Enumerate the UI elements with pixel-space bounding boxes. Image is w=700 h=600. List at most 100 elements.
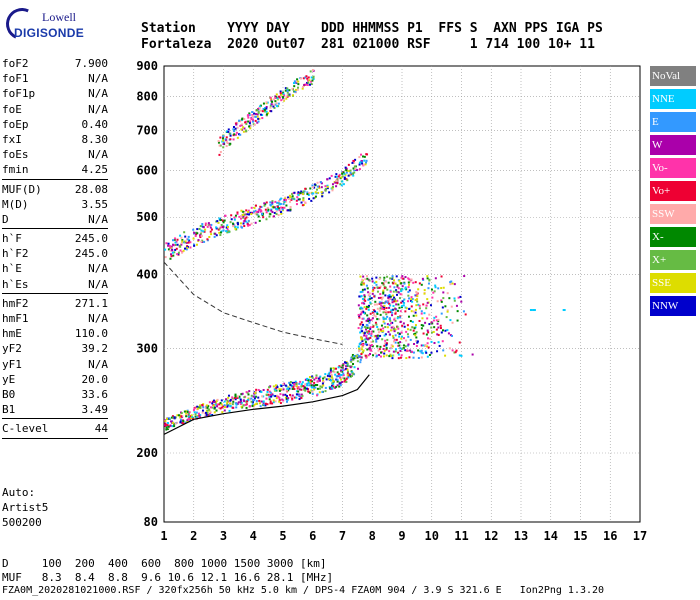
echo-point <box>285 204 288 207</box>
echo-point <box>372 325 375 328</box>
echo-point <box>298 398 301 401</box>
echo-point <box>383 334 386 337</box>
echo-point <box>257 108 260 111</box>
echo-point <box>397 357 400 360</box>
echo-point <box>420 283 423 286</box>
echo-point <box>257 111 260 114</box>
echo-point <box>330 373 333 376</box>
echo-point <box>268 395 271 398</box>
echo-point <box>380 351 383 354</box>
echo-point <box>379 313 382 316</box>
echo-point <box>297 386 300 389</box>
echo-point <box>301 87 304 90</box>
echo-point <box>164 420 167 423</box>
echo-point <box>380 330 383 333</box>
autoscale-name: Artist5 <box>2 501 49 515</box>
echo-point <box>434 284 437 287</box>
echo-point <box>269 385 272 388</box>
echo-point <box>313 381 316 384</box>
echo-point <box>188 239 191 242</box>
echo-point <box>223 219 226 222</box>
echo-point <box>439 324 442 327</box>
param-separator <box>2 292 108 294</box>
echo-point <box>217 140 220 143</box>
echo-point <box>290 198 293 201</box>
echo-point <box>171 249 174 252</box>
echo-point <box>354 158 357 161</box>
echo-point <box>396 293 399 296</box>
echo-point <box>311 69 314 72</box>
echo-point <box>218 403 221 406</box>
echo-point <box>304 76 307 79</box>
echo-point <box>411 298 414 301</box>
echo-point <box>192 237 195 240</box>
echo-point <box>304 383 307 386</box>
echo-point <box>361 323 364 326</box>
echo-point <box>240 128 243 131</box>
echo-point <box>352 174 355 177</box>
echo-point <box>249 127 252 130</box>
echo-point <box>397 344 400 347</box>
echo-point <box>213 406 216 409</box>
echo-point <box>167 425 170 428</box>
echo-point <box>398 335 401 338</box>
echo-point <box>386 301 389 304</box>
echo-point <box>382 311 385 314</box>
echo-point <box>406 300 409 303</box>
legend-item: X+ <box>650 250 696 270</box>
echo-point <box>176 253 179 256</box>
param-name: D <box>2 212 9 226</box>
echo-point <box>259 113 262 116</box>
echo-point <box>394 312 397 315</box>
echo-point <box>208 414 211 417</box>
echo-point <box>266 394 269 397</box>
echo-point <box>222 139 225 142</box>
echo-point <box>349 366 352 369</box>
echo-point <box>234 393 237 396</box>
echo-point <box>179 245 182 248</box>
echo-point <box>385 342 388 345</box>
param-value: N/A <box>88 102 108 116</box>
echo-point <box>199 225 202 228</box>
echo-point <box>173 238 176 241</box>
echo-point <box>369 336 372 339</box>
echo-point <box>334 181 337 184</box>
echo-point <box>254 209 257 212</box>
echo-point <box>259 208 262 211</box>
echo-point <box>258 107 261 110</box>
echo-point <box>270 395 273 398</box>
echo-point <box>363 294 366 297</box>
param-name: hmF1 <box>2 312 29 325</box>
echo-point <box>381 282 384 285</box>
echo-point <box>341 370 344 373</box>
echo-point <box>392 290 395 293</box>
echo-point <box>319 181 322 184</box>
echo-point <box>341 364 344 367</box>
echo-point <box>392 325 395 328</box>
echo-point <box>370 330 373 333</box>
echo-point <box>365 319 368 322</box>
echo-point <box>253 403 256 406</box>
echo-point <box>298 388 301 391</box>
echo-point <box>219 226 222 229</box>
echo-point <box>247 209 250 212</box>
echo-point <box>433 290 436 293</box>
echo-point <box>271 393 274 396</box>
param-row: h`Es N/A <box>2 277 108 292</box>
echo-point <box>353 355 356 358</box>
echo-point <box>170 245 173 248</box>
echo-point <box>233 133 236 136</box>
echo-point <box>274 400 277 403</box>
echo-point <box>283 206 286 209</box>
echo-point <box>357 367 360 370</box>
echo-point <box>184 235 187 238</box>
echo-point <box>280 93 283 96</box>
echo-point <box>284 198 287 201</box>
echo-point <box>351 353 354 356</box>
echo-point <box>404 349 407 352</box>
echo-point <box>373 313 376 316</box>
echo-point <box>175 240 178 243</box>
echo-point <box>436 350 439 353</box>
echo-point <box>393 338 396 341</box>
echo-point <box>329 369 332 372</box>
